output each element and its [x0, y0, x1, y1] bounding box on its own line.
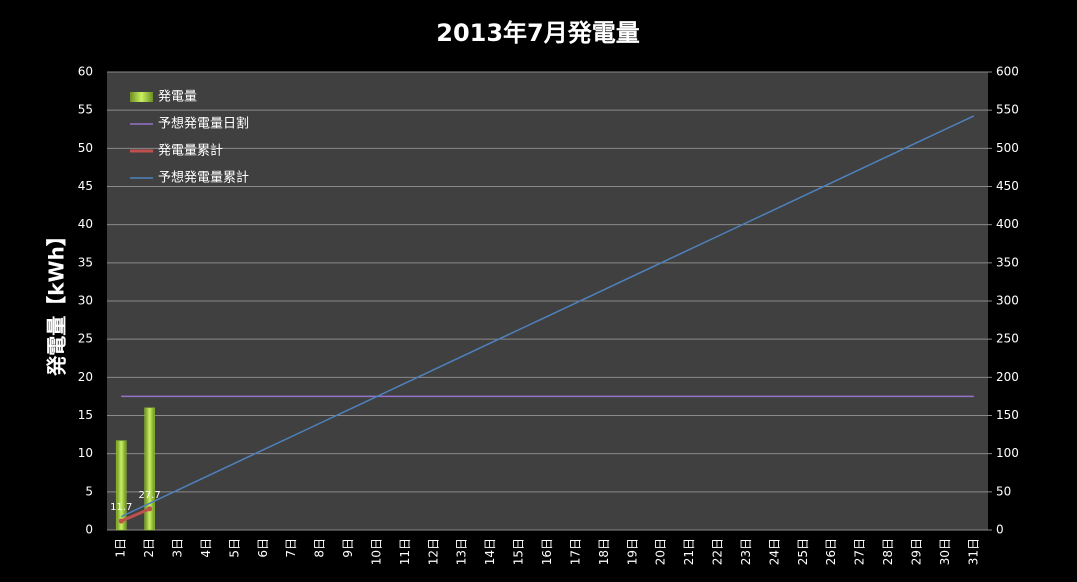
x-tick-label: 23日: [739, 538, 753, 565]
x-tick-label: 3日: [171, 538, 185, 558]
data-label: 11.7: [110, 502, 132, 513]
x-tick-label: 10日: [369, 538, 383, 565]
y-tick-label: 0: [85, 523, 93, 537]
x-tick-label: 1日: [114, 538, 128, 558]
line: [120, 507, 151, 523]
x-tick-label: 7日: [284, 538, 298, 558]
y2-tick-label: 0: [996, 523, 1004, 537]
x-tick-label: 29日: [909, 538, 923, 565]
x-tick-label: 6日: [256, 538, 270, 558]
x-tick-label: 13日: [455, 538, 469, 565]
y-tick-label: 30: [78, 294, 93, 308]
bar: [115, 440, 127, 531]
x-tick-label: 25日: [796, 538, 810, 565]
line: [120, 115, 975, 518]
x-tick-label: 17日: [568, 538, 582, 565]
legend-swatch: [130, 92, 153, 102]
legend-label: 予想発電量累計: [158, 170, 249, 186]
x-tick-label: 4日: [199, 538, 213, 558]
x-tick-label: 16日: [540, 538, 554, 565]
x-tick-label: 21日: [682, 538, 696, 565]
y-tick-label: 10: [78, 446, 93, 460]
y-tick-label: 35: [78, 255, 93, 269]
x-tick-label: 9日: [341, 538, 355, 558]
x-tick-label: 27日: [853, 538, 867, 565]
y2-tick-label: 300: [996, 294, 1019, 308]
x-tick-label: 2日: [142, 538, 156, 558]
y2-tick-label: 100: [996, 446, 1019, 460]
y-tick-label: 55: [78, 103, 93, 117]
y2-tick-label: 350: [996, 255, 1019, 269]
y-axis-label: 発電量【kWh】: [45, 226, 69, 377]
y2-tick-label: 200: [996, 370, 1019, 384]
point: [147, 506, 153, 512]
x-tick-label: 5日: [227, 538, 241, 558]
y-tick-label: 45: [78, 179, 93, 193]
x-tick-label: 8日: [313, 538, 327, 558]
point: [118, 518, 124, 524]
legend-label: 予想発電量日割: [158, 116, 249, 132]
data-label: 27.7: [138, 490, 160, 501]
y-tick-label: 5: [85, 484, 93, 498]
x-tick-label: 26日: [824, 538, 838, 565]
y-tick-label: 15: [78, 408, 93, 422]
x-tick-label: 30日: [938, 538, 952, 565]
x-tick-label: 18日: [597, 538, 611, 565]
y2-tick-label: 600: [996, 65, 1019, 79]
chart-title: 2013年7月発電量: [436, 19, 640, 47]
legend-label: 発電量: [158, 90, 197, 105]
legend-label: 発電量累計: [158, 143, 223, 159]
x-tick-label: 22日: [711, 538, 725, 565]
x-tick-label: 19日: [625, 538, 639, 565]
y2-tick-label: 550: [996, 103, 1019, 117]
x-tick-label: 11日: [398, 538, 412, 565]
y2-tick-label: 500: [996, 141, 1019, 155]
x-tick-label: 12日: [426, 538, 440, 565]
bar: [144, 407, 155, 531]
y-tick-label: 50: [78, 141, 93, 155]
x-tick-label: 15日: [512, 538, 526, 565]
y-tick-label: 20: [78, 370, 93, 384]
y-tick-label: 25: [78, 332, 93, 346]
x-tick-label: 28日: [881, 538, 895, 565]
y2-tick-label: 250: [996, 332, 1019, 346]
y2-tick-label: 150: [996, 408, 1019, 422]
y2-tick-label: 400: [996, 217, 1019, 231]
y-tick-label: 40: [78, 217, 93, 231]
x-tick-label: 14日: [483, 538, 497, 565]
y-tick-label: 60: [78, 65, 93, 79]
y2-tick-label: 450: [996, 179, 1019, 193]
x-tick-label: 24日: [767, 538, 781, 565]
x-tick-label: 20日: [654, 538, 668, 565]
y2-tick-label: 50: [996, 484, 1011, 498]
x-tick-label: 31日: [966, 538, 980, 565]
